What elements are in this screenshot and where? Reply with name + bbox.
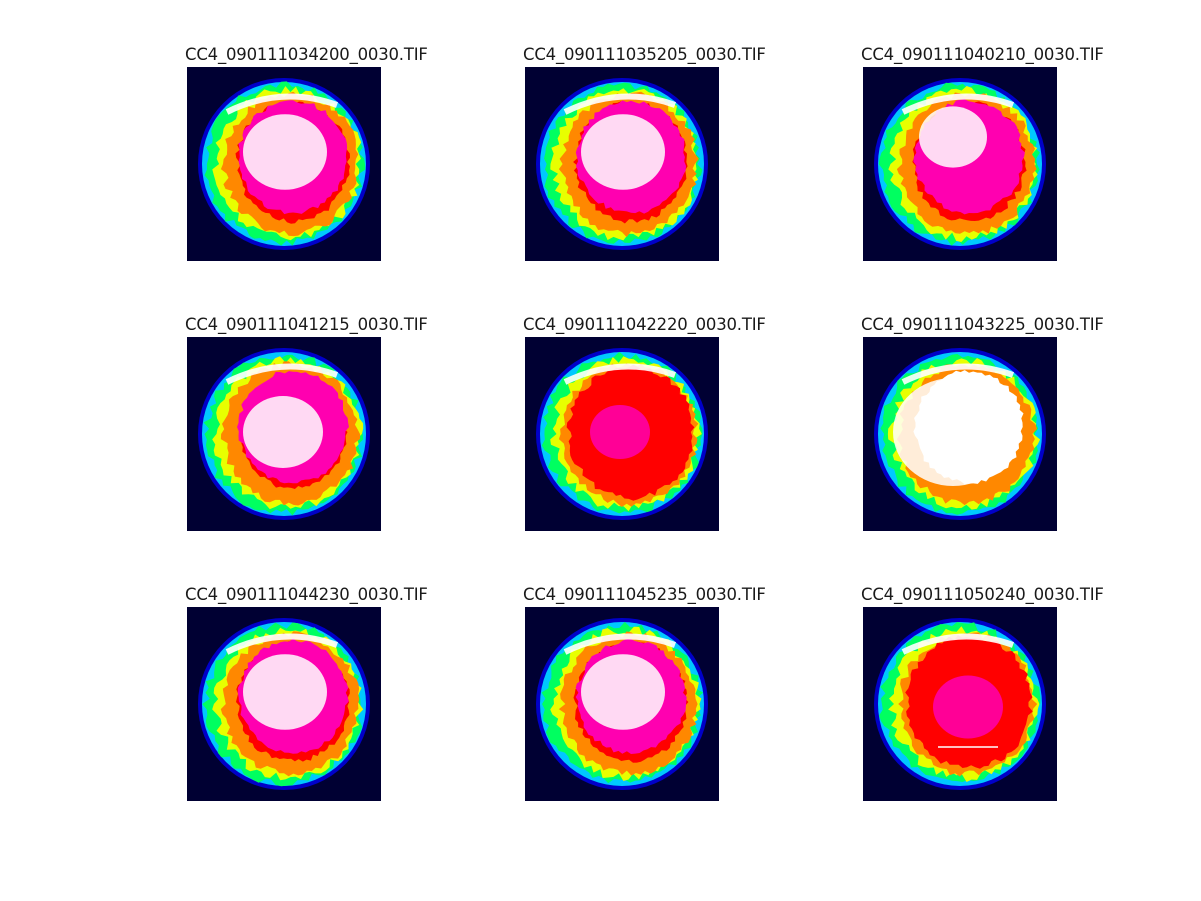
upper-rim xyxy=(225,93,339,115)
panel-4: CC4_090111041215_0030.TIF xyxy=(185,314,445,544)
panel-title: CC4_090111034200_0030.TIF xyxy=(185,45,428,64)
upper-rim xyxy=(901,93,1015,115)
panel-7: CC4_090111044230_0030.TIF xyxy=(185,584,445,814)
panel-5: CC4_090111042220_0030.TIF xyxy=(523,314,783,544)
panel-image xyxy=(863,337,1057,531)
panel-title: CC4_090111041215_0030.TIF xyxy=(185,315,428,334)
upper-rim xyxy=(901,363,1015,385)
upper-rim xyxy=(225,363,339,385)
panel-1: CC4_090111034200_0030.TIF xyxy=(185,44,445,274)
upper-rim xyxy=(563,633,677,655)
panel-title: CC4_090111040210_0030.TIF xyxy=(861,45,1104,64)
bright-spot xyxy=(933,675,1003,739)
panel-image xyxy=(525,67,719,261)
bright-spot xyxy=(581,114,665,190)
bright-spot xyxy=(243,396,323,468)
panel-title: CC4_090111035205_0030.TIF xyxy=(523,45,766,64)
panel-8: CC4_090111045235_0030.TIF xyxy=(523,584,783,814)
upper-rim xyxy=(901,633,1015,655)
panel-9: CC4_090111050240_0030.TIF xyxy=(861,584,1121,814)
bright-spot xyxy=(590,405,650,459)
panel-title: CC4_090111044230_0030.TIF xyxy=(185,585,428,604)
bright-spot xyxy=(243,114,327,190)
bright-spot xyxy=(919,106,987,168)
panel-image xyxy=(187,607,381,801)
panel-title: CC4_090111045235_0030.TIF xyxy=(523,585,766,604)
panel-3: CC4_090111040210_0030.TIF xyxy=(861,44,1121,274)
panel-title: CC4_090111042220_0030.TIF xyxy=(523,315,766,334)
panel-title: CC4_090111050240_0030.TIF xyxy=(861,585,1104,604)
upper-rim xyxy=(225,633,339,655)
upper-rim xyxy=(563,93,677,115)
panel-2: CC4_090111035205_0030.TIF xyxy=(523,44,783,274)
panel-image xyxy=(525,607,719,801)
bright-spot xyxy=(893,378,1013,486)
panel-6: CC4_090111043225_0030.TIF xyxy=(861,314,1121,544)
bright-spot xyxy=(243,654,327,730)
panel-image xyxy=(525,337,719,531)
bright-spot xyxy=(581,654,665,730)
panel-title: CC4_090111043225_0030.TIF xyxy=(861,315,1104,334)
panel-image xyxy=(187,67,381,261)
panel-image xyxy=(863,607,1057,801)
upper-rim xyxy=(563,363,677,385)
panel-image xyxy=(863,67,1057,261)
panel-image xyxy=(187,337,381,531)
